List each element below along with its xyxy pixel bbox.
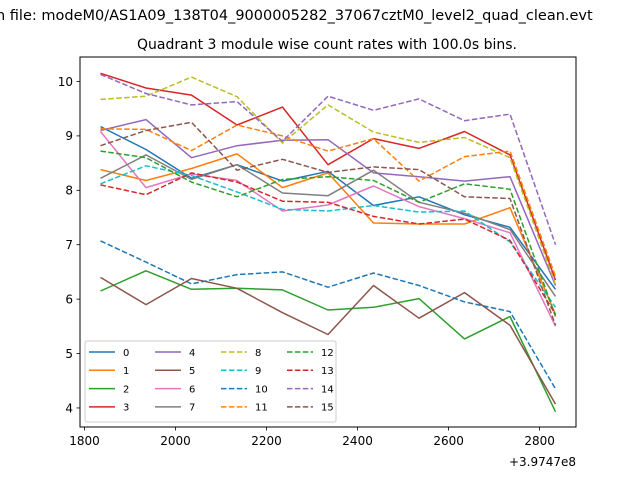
legend-label-11: 11 (255, 403, 268, 414)
series-line-4 (100, 118, 557, 286)
series-line-1 (100, 153, 557, 315)
legend-label-10: 10 (255, 384, 268, 395)
x-offset-label: +3.9747e8 (509, 455, 576, 469)
series-line-8 (100, 76, 557, 285)
y-tick-label: 4 (65, 401, 73, 415)
series-line-9 (100, 165, 557, 308)
x-tick-label: 2800 (524, 434, 555, 448)
legend-label-9: 9 (255, 366, 261, 377)
legend-label-12: 12 (321, 348, 334, 359)
legend-frame (84, 340, 337, 423)
series-line-12 (100, 150, 557, 317)
series-line-3 (100, 72, 557, 281)
legend-label-14: 14 (321, 384, 334, 395)
x-tick-label: 2000 (160, 434, 191, 448)
legend-label-2: 2 (123, 384, 129, 395)
chart-title: Quadrant 3 module wise count rates with … (137, 37, 517, 53)
series-line-2 (100, 270, 557, 413)
y-axis: 4 5 6 7 8 9 10 (58, 75, 80, 415)
legend-label-4: 4 (189, 348, 195, 359)
legend-label-8: 8 (255, 348, 261, 359)
y-tick-label: 8 (65, 184, 73, 198)
y-tick-label: 10 (58, 75, 73, 89)
series-line-11 (100, 124, 557, 277)
legend-label-0: 0 (123, 348, 129, 359)
y-tick-label: 5 (65, 347, 73, 361)
series-line-0 (100, 125, 557, 290)
series-line-10 (100, 240, 557, 390)
y-tick-label: 6 (65, 292, 73, 306)
series-line-5 (100, 276, 557, 405)
legend-label-5: 5 (189, 366, 195, 377)
series-line-7 (100, 154, 557, 297)
x-tick-label: 1800 (69, 434, 100, 448)
y-tick-label: 9 (65, 129, 73, 143)
series-line-15 (100, 121, 557, 326)
x-axis: 1800 2000 2200 2400 2600 2800 (69, 427, 555, 448)
series-line-6 (99, 131, 557, 327)
series-line-13 (100, 172, 557, 315)
legend-label-13: 13 (321, 366, 334, 377)
figure-suptitle: n file: modeM0/AS1A09_138T04_9000005282_… (0, 8, 593, 24)
legend-label-15: 15 (321, 403, 334, 414)
series-layer (99, 72, 557, 413)
plot-area-frame (79, 56, 577, 428)
legend-label-6: 6 (189, 384, 195, 395)
y-tick-label: 7 (65, 238, 73, 252)
x-tick-label: 2400 (342, 434, 373, 448)
series-line-14 (100, 73, 557, 245)
x-tick-label: 2200 (251, 434, 282, 448)
legend-label-3: 3 (123, 403, 129, 414)
x-tick-label: 2600 (433, 434, 464, 448)
legend-label-1: 1 (123, 366, 129, 377)
legend-label-7: 7 (189, 403, 195, 414)
